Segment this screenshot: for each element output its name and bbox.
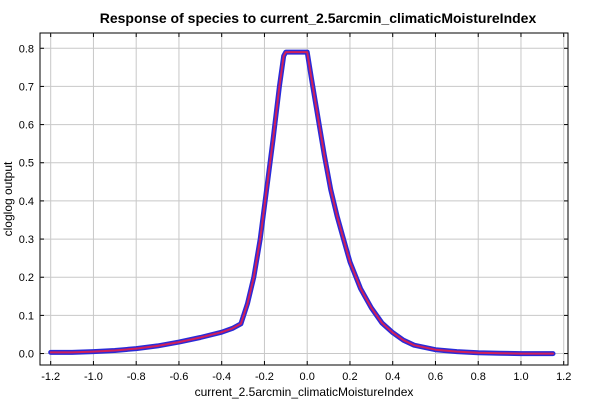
plot-area (39, 32, 569, 366)
x-tick-label: -0.8 (127, 371, 146, 383)
x-axis-ticks: -1.2 -1.0 -0.8 -0.6 -0.4 -0.2 0.0 0.2 0.4 0.6 0.8 1… (41, 33, 571, 383)
x-tick-label: -1.2 (41, 371, 60, 383)
y-tick-label: 0.8 (19, 43, 34, 55)
y-tick-label: 0.6 (19, 120, 34, 132)
x-axis-label: current_2.5arcmin_climaticMoistureIndex (195, 385, 414, 399)
chart-title: Response of species to current_2.5arcmin… (100, 10, 537, 26)
x-tick-label: 1.2 (556, 371, 571, 383)
grid-lines (40, 33, 568, 365)
response-line (49, 51, 554, 355)
series-group (48, 49, 556, 357)
x-tick-label: 0.2 (342, 371, 357, 383)
x-tick-label: -0.6 (169, 371, 188, 383)
x-tick-label: -1.0 (84, 371, 103, 383)
x-tick-label: 0.0 (300, 371, 315, 383)
y-tick-label: 0.4 (19, 196, 34, 208)
x-tick-label: 0.8 (471, 371, 486, 383)
y-axis-label: cloglog output (1, 161, 15, 236)
y-tick-label: 0.2 (19, 272, 34, 284)
x-tick-label: 1.0 (513, 371, 528, 383)
x-tick-label: 0.4 (385, 371, 400, 383)
y-tick-label: 0.3 (19, 234, 34, 246)
x-tick-label: -0.2 (255, 371, 274, 383)
y-tick-label: 0.0 (19, 349, 34, 361)
y-axis-ticks: 0.0 0.1 0.2 0.3 0.4 0.5 0.6 0.7 0.8 (19, 43, 568, 361)
y-tick-label: 0.7 (19, 81, 34, 93)
y-tick-label: 0.1 (19, 310, 34, 322)
x-tick-label: -0.4 (212, 371, 231, 383)
y-tick-label: 0.5 (19, 158, 34, 170)
x-tick-label: 0.6 (428, 371, 443, 383)
